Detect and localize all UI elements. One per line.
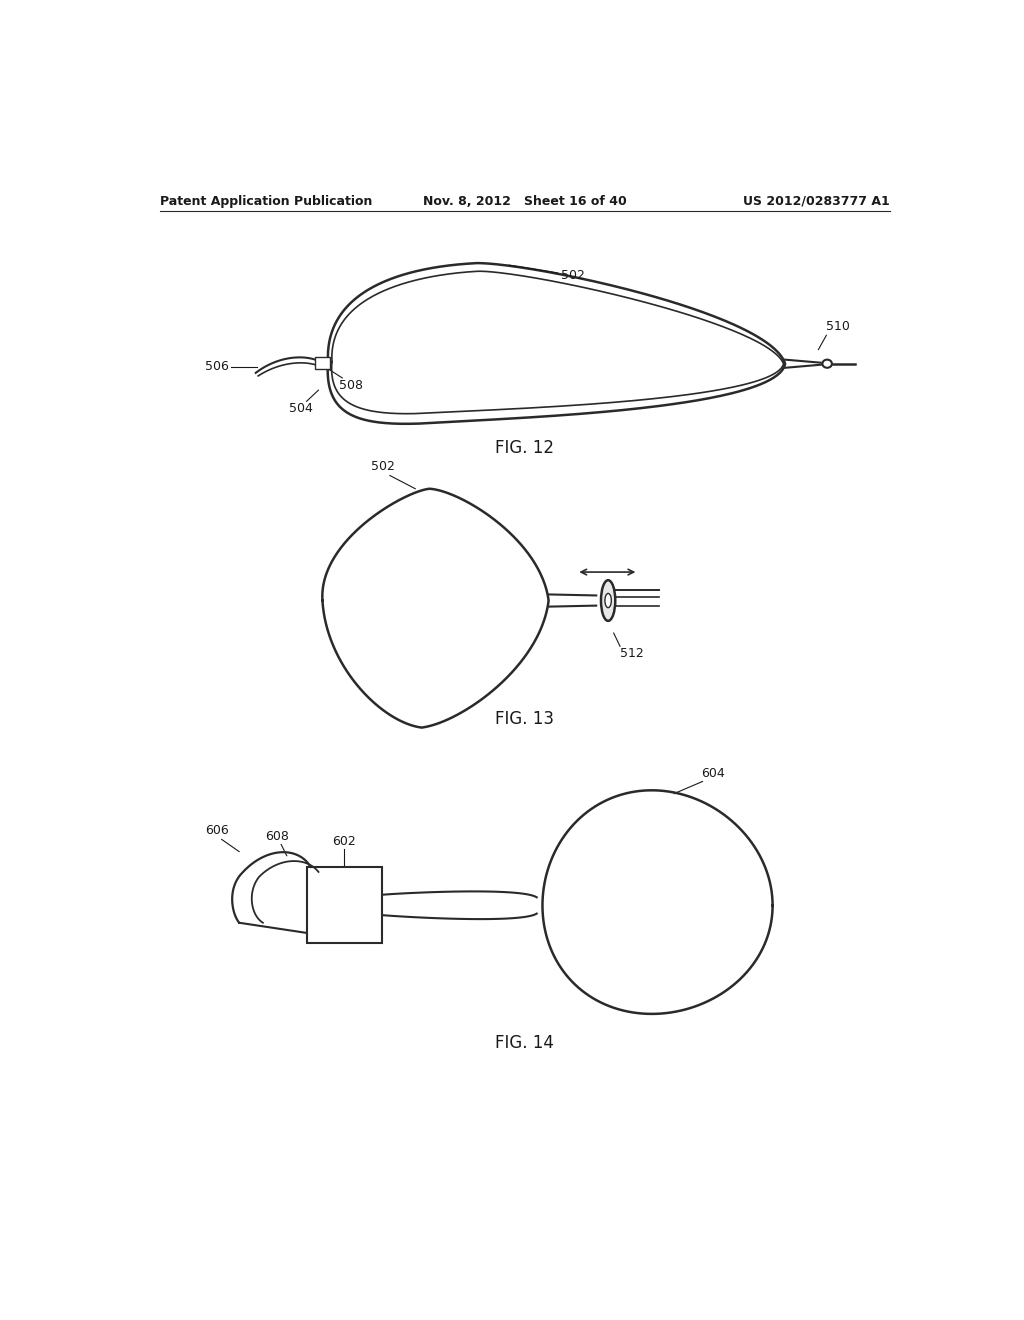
Text: US 2012/0283777 A1: US 2012/0283777 A1	[743, 194, 890, 207]
Text: 604: 604	[701, 767, 725, 780]
Bar	[306, 867, 382, 942]
Ellipse shape	[822, 359, 831, 368]
Text: 504: 504	[289, 403, 313, 416]
Text: 502: 502	[509, 265, 585, 281]
Text: 510: 510	[826, 321, 850, 333]
Text: 602: 602	[332, 834, 355, 847]
Ellipse shape	[605, 594, 611, 607]
Text: 506: 506	[205, 360, 228, 374]
Bar	[315, 356, 330, 368]
Text: 606: 606	[205, 825, 228, 837]
Text: 508: 508	[339, 379, 364, 392]
Text: Patent Application Publication: Patent Application Publication	[160, 194, 372, 207]
Text: FIG. 13: FIG. 13	[496, 710, 554, 729]
Text: Nov. 8, 2012   Sheet 16 of 40: Nov. 8, 2012 Sheet 16 of 40	[423, 194, 627, 207]
Ellipse shape	[601, 581, 615, 620]
Text: 512: 512	[621, 647, 644, 660]
Text: 608: 608	[265, 830, 289, 843]
Text: 502: 502	[371, 461, 394, 474]
Text: FIG. 14: FIG. 14	[496, 1034, 554, 1052]
Text: FIG. 12: FIG. 12	[496, 440, 554, 457]
